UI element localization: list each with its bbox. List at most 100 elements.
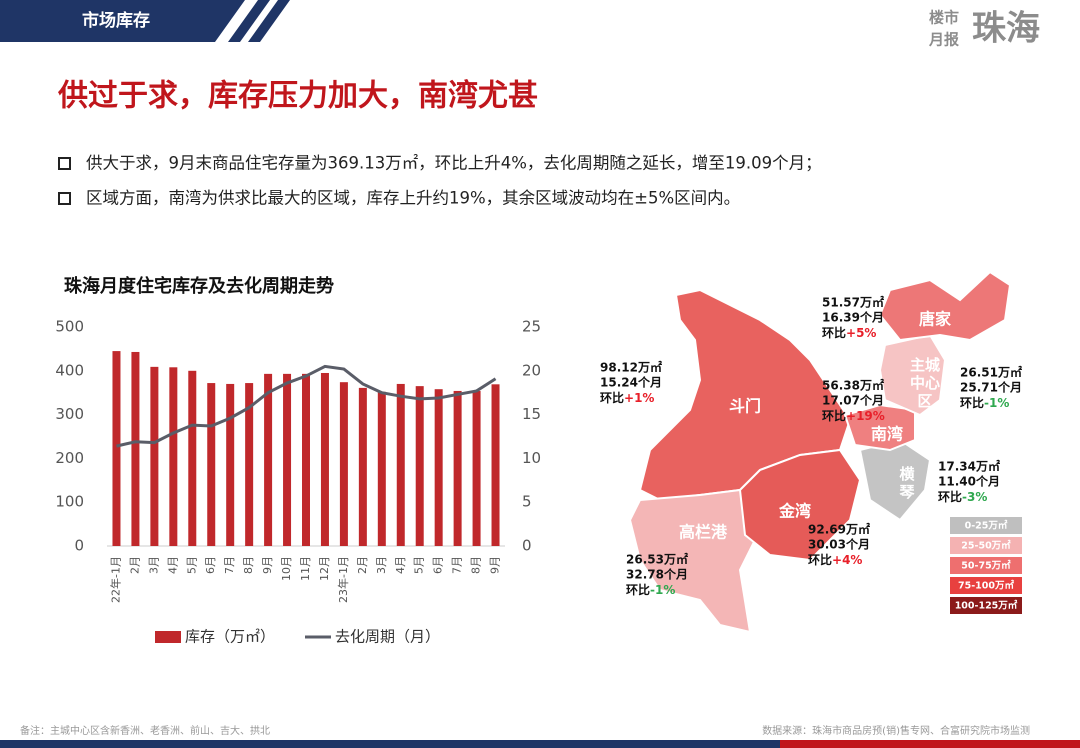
logo: 月报 [928, 31, 959, 49]
region-stat: 15.24个月 [600, 375, 662, 390]
x-tick-label: 8月 [242, 556, 255, 574]
region-label: 金湾 [778, 502, 811, 521]
line [116, 364, 497, 448]
bar [302, 373, 310, 546]
region-label: 横琴 [898, 465, 915, 501]
change-value: -1% [984, 396, 1009, 410]
bar [491, 384, 500, 546]
change-label: 环比 [938, 489, 962, 504]
stripe [228, 0, 270, 42]
region-stat: 25.71个月 [960, 380, 1022, 395]
region-label-line: 琴 [898, 483, 915, 501]
x-tick-label: 12月 [318, 556, 331, 581]
region-change: 环比+1% [600, 390, 654, 405]
region-label-line: 主城 [910, 356, 940, 374]
map-legend-label: 25-50万㎡ [961, 540, 1011, 552]
map-legend-label: 50-75万㎡ [961, 560, 1011, 572]
x-tick-label: 5月 [413, 556, 426, 574]
y-tick-label: 300 [55, 405, 84, 423]
bar [472, 390, 481, 546]
x-tick-label: 4月 [166, 556, 179, 574]
y2-tick-label: 10 [522, 449, 541, 467]
region-stat: 56.38万㎡ [822, 378, 884, 393]
footer-bar [0, 740, 780, 748]
stripe [248, 0, 290, 42]
bar [377, 391, 386, 546]
chart-title: 珠海月度住宅库存及去化周期走势 [64, 275, 334, 297]
region-stat: 98.12万㎡ [600, 360, 662, 375]
region-change: 环比-3% [938, 489, 987, 504]
change-value: +19% [846, 409, 885, 423]
map-legend-label: 100-125万㎡ [955, 600, 1018, 612]
bullet [58, 157, 71, 170]
page-title: 供过于求，库存压力加大，南湾尤甚 [57, 79, 538, 114]
y2-tick-label: 25 [522, 318, 541, 336]
y-tick-label: 0 [74, 537, 84, 555]
region-label: 主城中心区 [910, 356, 940, 410]
region-label-line: 横 [899, 465, 915, 483]
region-stat: 17.34万㎡ [938, 459, 1000, 474]
x-tick-label: 9月 [261, 556, 274, 574]
bar [112, 351, 121, 546]
region-main-city [878, 333, 947, 417]
x-tick-label: 4月 [394, 556, 407, 574]
change-value: +4% [832, 553, 862, 567]
region-change: 环比-1% [960, 395, 1009, 410]
change-label: 环比 [626, 582, 650, 597]
section-title: 市场库存 [82, 10, 150, 31]
y-tick-label: 400 [55, 361, 84, 379]
bar [396, 383, 405, 546]
x-tick-label: 6月 [204, 556, 217, 574]
y2-tick-label: 15 [522, 405, 541, 423]
footer-note: 备注：主城中心区含新香洲、老香洲、前山、吉大、拱北 [20, 724, 270, 737]
y-tick-label: 200 [55, 449, 84, 467]
region-stat: 16.39个月 [822, 310, 884, 325]
bar [131, 351, 140, 546]
region-label-line: 中心 [910, 374, 940, 392]
y-tick-label: 100 [55, 493, 84, 511]
region-stat: 26.53万㎡ [626, 552, 688, 567]
logo: 楼市 [929, 9, 959, 27]
bar [434, 389, 443, 546]
map-legend-box [950, 557, 1022, 574]
region-stat: 26.51万㎡ [960, 365, 1022, 380]
bar [320, 372, 329, 546]
x-tick-label: 7月 [451, 556, 464, 574]
bar [226, 383, 235, 546]
bar [169, 367, 178, 546]
change-label: 环比 [960, 395, 984, 410]
bar [150, 366, 159, 546]
bar [264, 373, 273, 546]
bar [339, 382, 348, 546]
region-label: 高栏港 [679, 523, 728, 542]
footer-source: 数据来源：珠海市商品房预(销)售专网、合富研究院市场监测 [762, 724, 1030, 737]
bullet [58, 192, 71, 205]
map-legend-box [950, 517, 1022, 534]
map-legend-box [950, 537, 1022, 554]
change-label: 环比 [808, 552, 832, 567]
x-tick-label: 2月 [128, 556, 141, 574]
region-label-line: 区 [917, 392, 932, 410]
header-bar [0, 0, 245, 42]
region-change: 环比+4% [808, 552, 862, 567]
region-hengqin [858, 438, 932, 522]
region-stat: 30.03个月 [808, 537, 870, 552]
change-label: 环比 [600, 390, 624, 405]
map-legend-label: 0-25万㎡ [965, 520, 1008, 532]
region-tangjia [878, 270, 1012, 342]
bar [415, 386, 424, 546]
region-nanwan [843, 403, 916, 452]
region-stat: 11.40个月 [938, 474, 1000, 489]
x-tick-label: 5月 [185, 556, 198, 574]
x-tick-label: 10月 [280, 556, 293, 581]
x-tick-label: 8月 [470, 556, 483, 574]
x-tick-label: 6月 [432, 556, 445, 574]
change-value: +1% [624, 391, 654, 405]
change-value: -1% [650, 583, 675, 597]
logo: 珠海 [972, 9, 1040, 49]
bar [453, 390, 462, 546]
x-tick-label: 2月 [356, 556, 369, 574]
legend-label: 库存（万㎡） [185, 628, 275, 646]
region-label: 南湾 [871, 425, 903, 444]
change-label: 环比 [822, 325, 846, 340]
